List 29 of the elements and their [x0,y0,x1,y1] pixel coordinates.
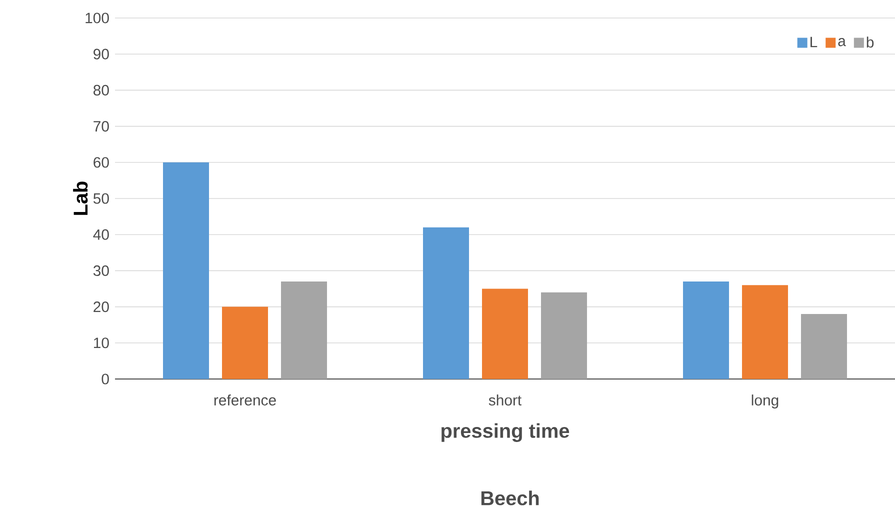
bar [423,227,470,379]
bar [742,285,788,379]
x-tick-label: reference [214,394,276,406]
x-axis-title: pressing time [442,423,570,442]
y-axis-title: Lab [73,182,88,215]
bar [281,282,328,379]
y-tick-label: 60 [94,157,109,168]
text: Beech [481,490,539,506]
bar [163,162,209,379]
bar [801,314,848,379]
bar [541,292,588,379]
y-tick-label: 0 [102,374,109,384]
y-tick-label: 40 [93,229,109,240]
y-tick-label: 10 [94,338,109,348]
legend-label: b [866,36,874,48]
y-tick-label: 50 [93,193,109,204]
x-tick-label: short [488,394,522,406]
bar [482,288,528,379]
y-tick-label: 70 [94,121,109,132]
bar [683,282,730,379]
y-tick-label: 100 [86,12,109,24]
legend-label: L [810,36,818,48]
legend-label: a [838,38,846,46]
y-tick-label: 20 [94,302,109,312]
bar [222,306,268,379]
y-tick-label: 80 [94,84,109,96]
y-tick-label: 90 [94,48,109,60]
y-tick-label: 30 [93,265,109,276]
x-tick-label: long [752,394,778,408]
